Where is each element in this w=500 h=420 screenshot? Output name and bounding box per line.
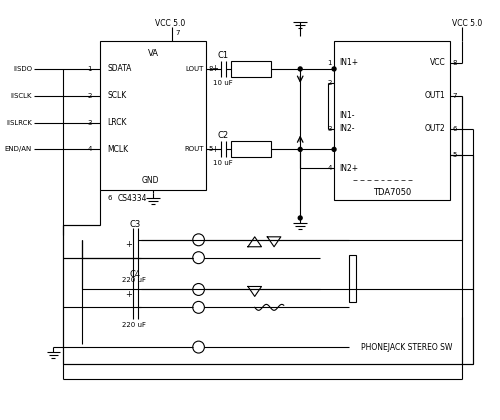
Text: 3: 3 [88, 120, 92, 126]
Circle shape [193, 341, 204, 353]
Text: 220 uF: 220 uF [122, 322, 146, 328]
Text: 3: 3 [328, 126, 332, 131]
Circle shape [193, 234, 204, 246]
Circle shape [298, 67, 302, 71]
Text: 5: 5 [452, 152, 456, 158]
Text: +: + [211, 64, 218, 74]
Text: TDA7050: TDA7050 [373, 188, 412, 197]
Text: C1: C1 [217, 50, 228, 60]
Text: IN1+: IN1+ [339, 58, 358, 68]
Text: GND: GND [142, 176, 159, 185]
Text: OUT1: OUT1 [424, 91, 446, 100]
Bar [230, 142, 271, 158]
Text: 4: 4 [88, 147, 92, 152]
Text: 2: 2 [88, 93, 92, 99]
Text: IN2-: IN2- [339, 124, 354, 133]
Text: 10 uF: 10 uF [213, 80, 233, 86]
Circle shape [193, 252, 204, 264]
Circle shape [332, 67, 336, 71]
Text: END/AN: END/AN [5, 147, 32, 152]
Circle shape [332, 147, 336, 151]
Text: 10 uF: 10 uF [213, 160, 233, 166]
Text: IN1-: IN1- [339, 111, 354, 120]
Text: +: + [125, 240, 132, 249]
Text: 5: 5 [208, 147, 212, 152]
Text: C2: C2 [217, 131, 228, 140]
Text: IISDO: IISDO [13, 66, 32, 72]
Text: C4: C4 [129, 270, 140, 279]
Circle shape [298, 147, 302, 151]
Circle shape [193, 302, 204, 313]
Text: IISCLK: IISCLK [10, 93, 32, 99]
Text: 1: 1 [88, 66, 92, 72]
Text: VA: VA [148, 49, 158, 58]
Text: OUT2: OUT2 [424, 124, 446, 133]
Text: +: + [211, 145, 218, 154]
Text: +: + [125, 290, 132, 299]
Bar [334, 41, 450, 200]
Text: 220 uF: 220 uF [122, 276, 146, 283]
Bar [230, 61, 271, 77]
Text: 2: 2 [328, 80, 332, 86]
Text: 4: 4 [328, 165, 332, 171]
Text: IISLRCK: IISLRCK [6, 120, 32, 126]
Text: IN2+: IN2+ [339, 164, 358, 173]
Text: ROUT: ROUT [184, 147, 204, 152]
Text: 7: 7 [176, 30, 180, 36]
Bar [348, 255, 356, 302]
Circle shape [298, 216, 302, 220]
Text: SDATA: SDATA [108, 64, 132, 74]
Text: 1: 1 [328, 60, 332, 66]
Text: SCLK: SCLK [108, 91, 127, 100]
Text: MCLK: MCLK [108, 145, 128, 154]
Circle shape [193, 284, 204, 295]
Text: LOUT: LOUT [185, 66, 204, 72]
Text: VCC: VCC [430, 58, 446, 68]
Text: VCC 5.0: VCC 5.0 [452, 19, 482, 28]
Text: VCC 5.0: VCC 5.0 [155, 19, 186, 28]
Text: 8: 8 [208, 66, 213, 72]
Text: 8: 8 [452, 60, 456, 66]
Text: 6: 6 [108, 195, 112, 201]
Text: C3: C3 [129, 220, 140, 229]
Text: LRCK: LRCK [108, 118, 127, 127]
Bar [100, 41, 206, 190]
Text: CS4334: CS4334 [118, 194, 147, 202]
Text: 6: 6 [452, 126, 456, 131]
Text: 7: 7 [452, 93, 456, 99]
Text: PHONEJACK STEREO SW: PHONEJACK STEREO SW [361, 343, 452, 352]
